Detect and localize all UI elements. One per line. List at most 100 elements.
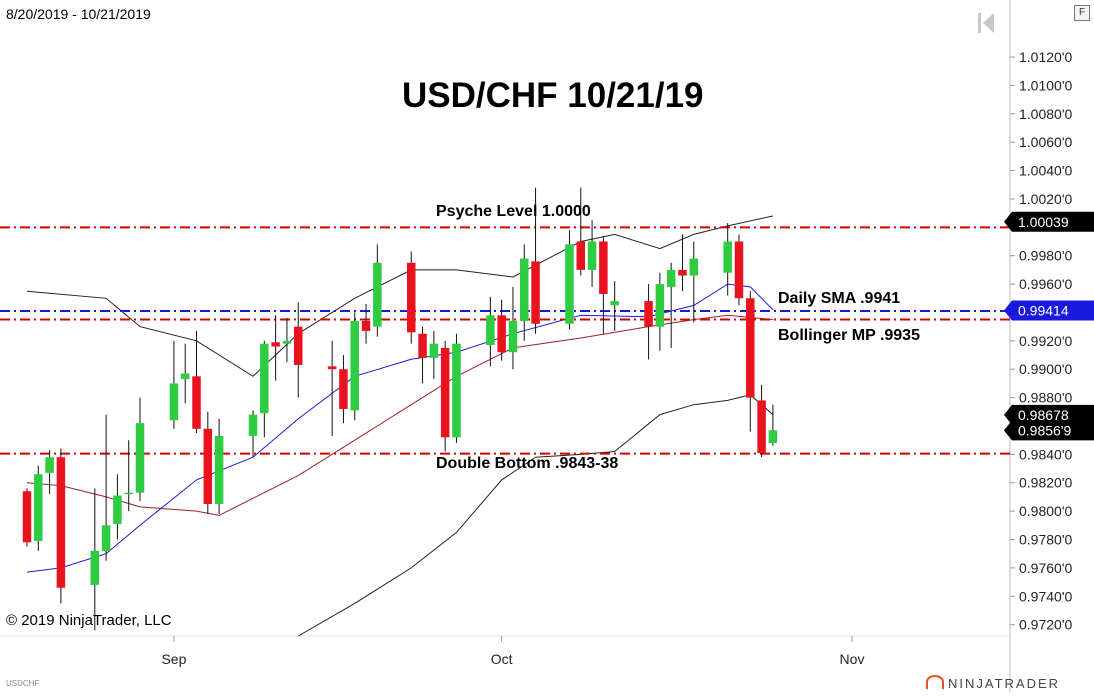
y-axis: 1.0120'0 1.0100'0 1.0080'0 1.0060'0 1.0040'0… bbox=[1010, 49, 1072, 633]
candle-body bbox=[101, 525, 111, 551]
candle-body bbox=[260, 343, 269, 414]
y-tick-label: 0.9780'0 bbox=[1019, 532, 1072, 548]
symbol-label: USDCHF bbox=[6, 679, 40, 688]
annotation-psyche-level: Psyche Level 1.0000 bbox=[436, 203, 591, 220]
candle-body bbox=[327, 366, 337, 370]
brand-label: NINJATRADER bbox=[948, 676, 1061, 691]
candle-body bbox=[418, 333, 427, 358]
candle-body bbox=[113, 495, 122, 524]
candle-body bbox=[497, 315, 506, 353]
price-badge bbox=[1004, 420, 1094, 441]
candle-body bbox=[440, 347, 450, 438]
candle-body bbox=[678, 269, 687, 276]
candle-body bbox=[757, 400, 766, 453]
candle-body bbox=[644, 301, 653, 327]
price-badge-label: 0.99414 bbox=[1018, 302, 1069, 318]
x-tick-label: Oct bbox=[491, 651, 513, 667]
candle-body bbox=[203, 428, 213, 505]
y-tick-label: 0.9880'0 bbox=[1019, 390, 1072, 406]
price-badge bbox=[1004, 404, 1094, 425]
candle-body bbox=[373, 262, 382, 327]
y-tick-label: 0.9740'0 bbox=[1019, 588, 1072, 604]
price-badge bbox=[1004, 211, 1094, 232]
candle-body bbox=[169, 383, 179, 421]
ninjatrader-logo: NINJATRADER bbox=[926, 675, 1060, 691]
price-badge bbox=[1004, 300, 1094, 321]
y-tick-label: 0.9920'0 bbox=[1019, 333, 1072, 349]
annotation-bollinger-mp: Bollinger MP .9935 bbox=[778, 327, 920, 344]
chart-title: USD/CHF 10/21/19 bbox=[402, 76, 704, 115]
candle-body bbox=[124, 492, 133, 495]
x-tick-label: Sep bbox=[161, 651, 186, 667]
y-tick-label: 1.0080'0 bbox=[1019, 106, 1072, 122]
y-tick-label: 0.9980'0 bbox=[1019, 248, 1072, 264]
candle-body bbox=[192, 376, 201, 429]
f-button[interactable]: F bbox=[1074, 5, 1090, 21]
bollinger-upper-line bbox=[26, 215, 774, 377]
candle-body bbox=[746, 298, 755, 398]
ninjatrader-logo-icon bbox=[926, 675, 944, 689]
candle-body bbox=[22, 491, 32, 543]
price-badge-label: 1.00039 bbox=[1018, 214, 1069, 230]
price-badge-label: 0.98678 bbox=[1018, 407, 1069, 423]
candle-body bbox=[666, 269, 676, 287]
candle-body bbox=[339, 369, 348, 409]
candle-body bbox=[599, 241, 608, 295]
candle-body bbox=[655, 284, 665, 327]
y-tick-label: 1.0040'0 bbox=[1019, 163, 1072, 179]
copyright: © 2019 NinjaTrader, LLC bbox=[6, 612, 172, 629]
y-tick-label: 1.0100'0 bbox=[1019, 77, 1072, 93]
candle-body bbox=[576, 241, 586, 270]
candle-body bbox=[350, 320, 359, 411]
candle-body bbox=[271, 342, 280, 347]
candle-body bbox=[565, 244, 574, 324]
candle-body bbox=[520, 258, 529, 321]
candle-body bbox=[406, 262, 416, 333]
sma-line bbox=[26, 283, 774, 573]
candle-body bbox=[610, 301, 619, 306]
x-tick-label: Nov bbox=[840, 651, 865, 667]
y-tick-label: 0.9840'0 bbox=[1019, 446, 1072, 462]
candle-body bbox=[734, 241, 744, 299]
candle-body bbox=[34, 474, 43, 541]
candle-body bbox=[429, 343, 439, 358]
candle-body bbox=[180, 373, 190, 380]
plot-area bbox=[0, 0, 1011, 692]
candle-body bbox=[768, 430, 778, 444]
y-tick-label: 0.9900'0 bbox=[1019, 361, 1072, 377]
annotation-double-bottom: Double Bottom .9843-38 bbox=[436, 455, 619, 472]
candle-body bbox=[531, 261, 540, 324]
y-tick-label: 1.0020'0 bbox=[1019, 191, 1072, 207]
price-badge-label: 0.9856'9 bbox=[1018, 422, 1071, 438]
y-tick-label: 0.9800'0 bbox=[1019, 503, 1072, 519]
candle-body bbox=[361, 320, 371, 331]
candle-body bbox=[90, 550, 100, 585]
scroll-to-start-icon[interactable] bbox=[977, 12, 995, 34]
date-range: 8/20/2019 - 10/21/2019 bbox=[6, 6, 151, 22]
candle-body bbox=[248, 414, 258, 436]
candle-body bbox=[293, 326, 303, 365]
y-tick-label: 1.0060'0 bbox=[1019, 134, 1072, 150]
candle-body bbox=[587, 241, 597, 270]
y-tick-label: 0.9720'0 bbox=[1019, 617, 1072, 633]
candle-body bbox=[45, 457, 54, 473]
annotation-daily-sma: Daily SMA .9941 bbox=[778, 290, 901, 307]
candles bbox=[22, 187, 778, 631]
candle-body bbox=[282, 340, 292, 344]
candle-body bbox=[508, 320, 518, 353]
y-tick-label: 1.0120'0 bbox=[1019, 49, 1072, 65]
candle-body bbox=[135, 423, 145, 493]
candle-body bbox=[56, 457, 66, 588]
y-tick-label: 0.9760'0 bbox=[1019, 560, 1072, 576]
y-tick-label: 0.9820'0 bbox=[1019, 475, 1072, 491]
candle-body bbox=[452, 343, 461, 438]
y-tick-label: 0.9960'0 bbox=[1019, 276, 1072, 292]
candle-body bbox=[214, 435, 224, 505]
candle-body bbox=[486, 315, 495, 346]
x-axis: Sep Oct Nov bbox=[161, 636, 864, 667]
candle-body bbox=[723, 241, 732, 273]
bollinger-bands bbox=[26, 215, 774, 637]
